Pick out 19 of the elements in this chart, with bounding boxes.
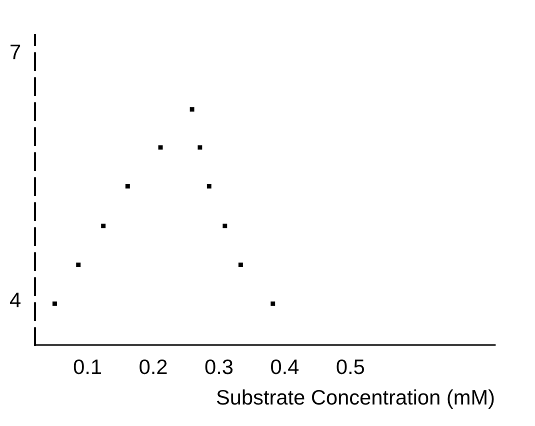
point [206,184,212,189]
point [222,224,228,228]
point [238,262,243,268]
point [270,301,276,306]
y-tick-label: 7 [10,44,20,60]
point [158,145,163,150]
point [125,184,130,189]
point [52,301,57,306]
point [198,145,202,150]
x-tick-label: 0.4 [271,359,299,374]
point [76,262,81,268]
x-tick-label: 0.5 [336,359,364,374]
point [190,107,194,112]
x-tick-label: 0.3 [205,359,233,374]
y-tick-label: 4 [10,292,20,308]
x-axis-title: Substrate Concentration (mM) [216,389,494,409]
x-tick-label: 0.2 [140,359,167,374]
x-tick-label: 0.1 [74,359,102,374]
point [101,224,106,228]
